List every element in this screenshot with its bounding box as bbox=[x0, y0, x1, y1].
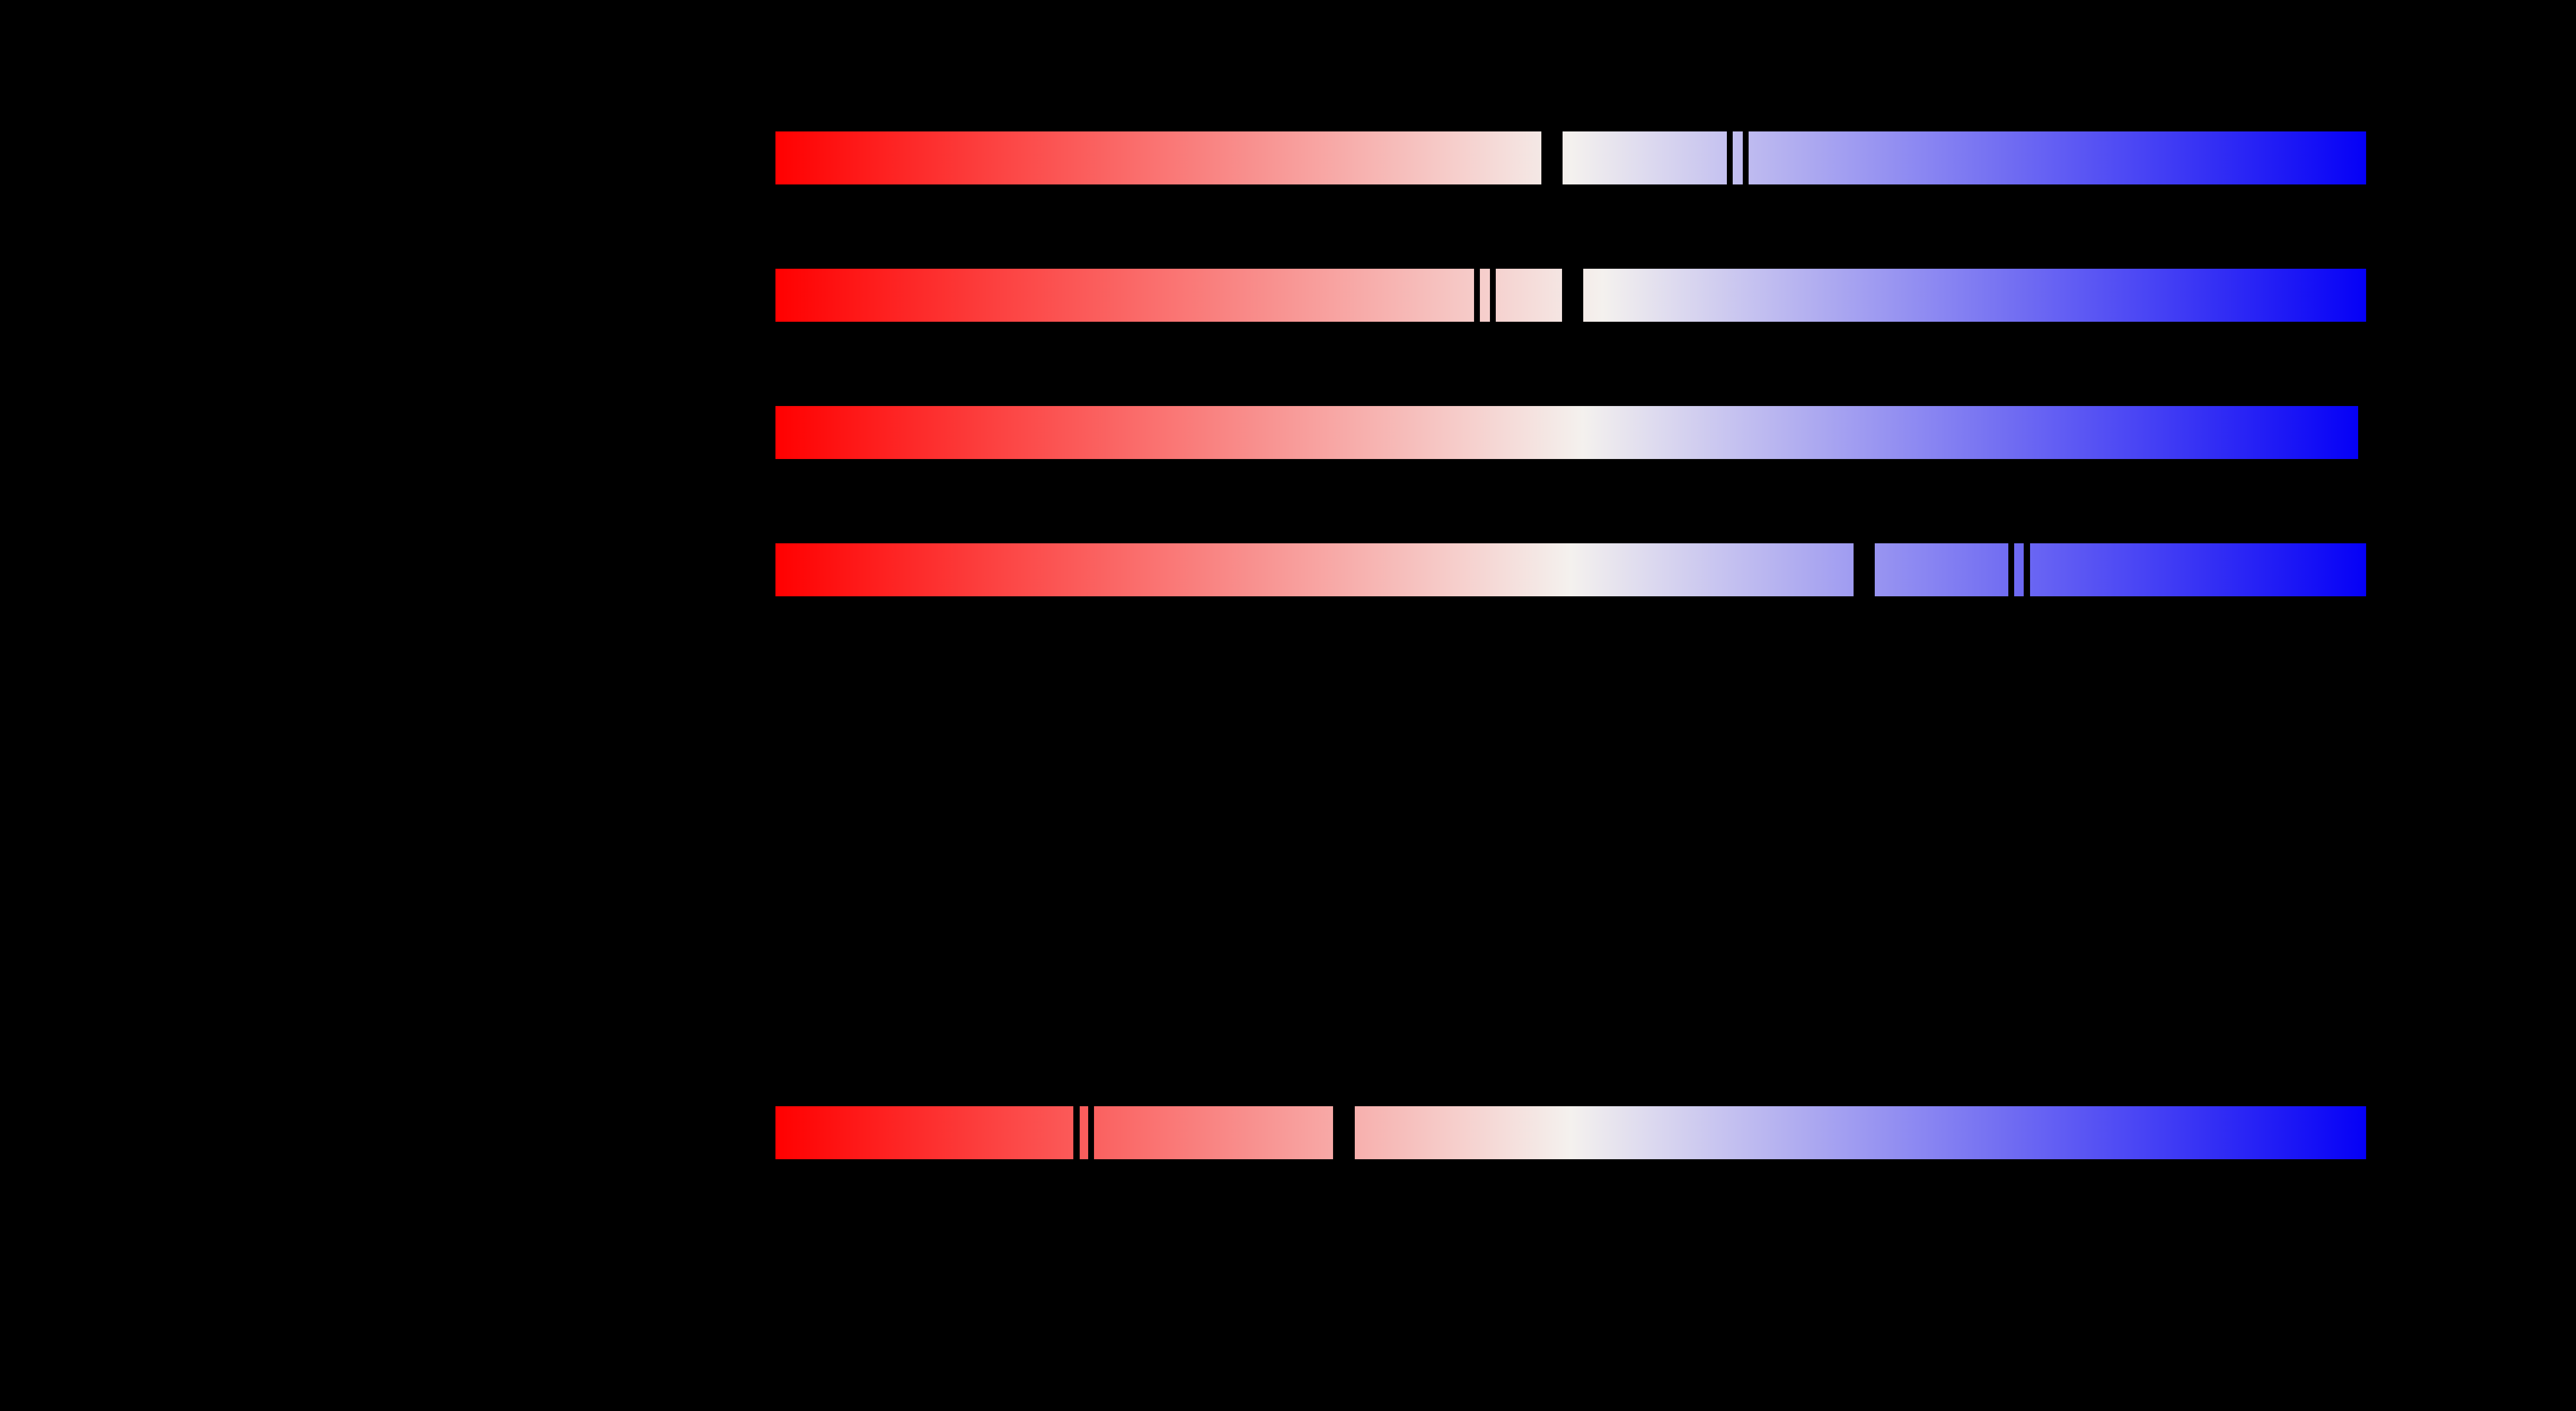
tick-marker bbox=[1474, 268, 1480, 322]
gradient-bar bbox=[775, 1106, 2366, 1160]
gradient-bar bbox=[775, 406, 2358, 459]
gap-marker bbox=[1854, 543, 1875, 597]
tick-marker bbox=[2024, 543, 2030, 597]
tick-marker bbox=[1743, 131, 1749, 185]
gap-marker bbox=[1541, 131, 1563, 185]
tick-marker bbox=[1727, 131, 1733, 185]
tick-marker bbox=[1073, 1106, 1080, 1160]
gradient-bar bbox=[775, 131, 2366, 185]
gap-marker bbox=[1333, 1106, 1355, 1160]
tick-marker bbox=[1490, 268, 1496, 322]
gradient-bar bbox=[775, 543, 2366, 597]
tick-marker bbox=[1088, 1106, 1094, 1160]
gap-marker bbox=[1562, 268, 1583, 322]
tick-marker bbox=[2008, 543, 2014, 597]
gradient-bar bbox=[775, 268, 2366, 322]
